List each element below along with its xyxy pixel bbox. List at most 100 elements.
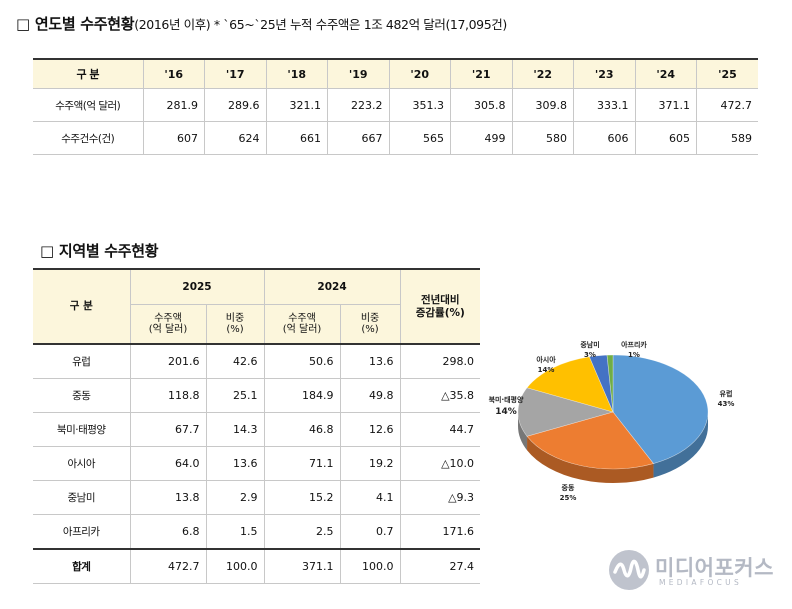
table-cell: 661 xyxy=(265,121,328,155)
table-row: 북미·태평양 67.7 14.3 46.8 12.6 44.7 xyxy=(33,412,481,447)
share-header-b: 비중 (%) xyxy=(339,304,401,345)
table-cell: 71.1 xyxy=(263,446,341,481)
region-label: 북미·태평양 xyxy=(33,412,131,447)
region-label: 중남미 xyxy=(33,480,131,515)
table-cell: 281.9 xyxy=(142,88,205,122)
pie-label-percent: 43% xyxy=(718,400,735,408)
change-header-line2: 증감률(%) xyxy=(415,306,465,319)
table-cell: 624 xyxy=(204,121,267,155)
pie-label-percent: 14% xyxy=(538,366,555,374)
table-cell: 472.7 xyxy=(696,88,758,122)
table-cell: 371.1 xyxy=(263,548,341,584)
table-cell: 667 xyxy=(327,121,390,155)
table-cell: 0.7 xyxy=(339,514,401,550)
table-row: 중동 118.8 25.1 184.9 49.8 △35.8 xyxy=(33,378,481,413)
table-cell: 64.0 xyxy=(129,446,207,481)
pie-label-name: 중동 xyxy=(562,484,575,492)
pie-label-percent: 1% xyxy=(628,351,640,359)
amount-header-b: 수주액 (억 달러) xyxy=(263,304,341,345)
region-label: 아시아 xyxy=(33,446,131,481)
total-label: 합계 xyxy=(33,548,131,584)
pie-label-percent: 3% xyxy=(584,351,596,359)
watermark-brand: 미디어포커스 xyxy=(655,556,774,580)
regional-header-row-2: 수주액 (억 달러) 비중 (%) 수주액 (억 달러) 비중 (%) xyxy=(33,304,480,345)
yearly-header-label: 구 분 xyxy=(33,58,144,89)
table-cell: 1.5 xyxy=(205,514,265,550)
share-header-line1: 비중 xyxy=(225,312,245,324)
table-cell: 100.0 xyxy=(339,548,401,584)
row-label: 수주건수(건) xyxy=(33,121,144,155)
region-label: 아프리카 xyxy=(33,514,131,550)
regional-header-year-a: 2025 xyxy=(129,268,265,305)
share-header-line2: (%) xyxy=(361,324,379,335)
table-cell: 171.6 xyxy=(399,514,481,550)
region-pie-chart: 유럽 43% 중동 25% 북미·태평양 14% 아시아 14% 중남미 3% 아프리카 1% xyxy=(489,340,735,502)
year-header: '22 xyxy=(511,58,574,89)
table-cell: 499 xyxy=(450,121,513,155)
table-cell: 19.2 xyxy=(339,446,401,481)
table-row: 중남미 13.8 2.9 15.2 4.1 △9.3 xyxy=(33,480,481,515)
change-header-line1: 전년대비 xyxy=(420,294,460,307)
regional-table: 구 분 2025 2024 전년대비 증감률(%) 수주액 (억 달러) 비중 … xyxy=(33,268,481,584)
regional-header-change: 전년대비 증감률(%) xyxy=(399,268,481,345)
table-cell: 42.6 xyxy=(205,343,265,379)
title-box-icon: □ xyxy=(16,15,30,33)
amount-header-a: 수주액 (억 달러) xyxy=(130,304,207,345)
table-cell: △35.8 xyxy=(399,378,481,413)
regional-header-row-1: 구 분 2025 2024 전년대비 증감률(%) xyxy=(33,268,481,345)
share-header-line2: (%) xyxy=(226,324,244,335)
year-header: '18 xyxy=(265,58,328,89)
table-cell: 67.7 xyxy=(129,412,207,447)
table-cell: 118.8 xyxy=(129,378,207,413)
table-cell: 565 xyxy=(388,121,451,155)
yearly-amount-row: 수주액(억 달러) 281.9 289.6 321.1 223.2 351.3 … xyxy=(33,88,758,122)
region-label: 중동 xyxy=(33,378,131,413)
pie-label-name: 유럽 xyxy=(720,389,733,398)
pie-slice-side xyxy=(653,412,708,478)
table-cell: 2.9 xyxy=(205,480,265,515)
table-cell: 44.7 xyxy=(399,412,481,447)
pie-slice-1 xyxy=(526,411,654,470)
pie-label-name: 북미·태평양 xyxy=(489,395,524,404)
table-cell: 333.1 xyxy=(573,88,636,122)
pie-label-name: 아프리카 xyxy=(621,340,647,349)
table-cell: 15.2 xyxy=(263,480,341,515)
pie-slice-3 xyxy=(526,356,614,413)
watermark-brand-en: MEDIAFOCUS xyxy=(659,578,743,587)
table-cell: 606 xyxy=(573,121,636,155)
year-header: '20 xyxy=(388,58,451,89)
table-cell: 14.3 xyxy=(205,412,265,447)
table-cell: 472.7 xyxy=(129,548,207,584)
regional-title-main: 지역별 수주현황 xyxy=(58,242,159,260)
table-cell: 309.8 xyxy=(511,88,574,122)
region-label: 유럽 xyxy=(33,343,131,379)
table-cell: 13.8 xyxy=(129,480,207,515)
yearly-title-main: 연도별 수주현황 xyxy=(34,15,135,33)
table-cell: 223.2 xyxy=(327,88,390,122)
table-cell: 46.8 xyxy=(263,412,341,447)
year-header: '24 xyxy=(634,58,697,89)
table-cell: 25.1 xyxy=(205,378,265,413)
table-cell: △9.3 xyxy=(399,480,481,515)
share-header-line1: 비중 xyxy=(360,312,380,324)
pie-label-name: 아시아 xyxy=(536,355,556,364)
yearly-title-sub: (2016년 이후) * `65~`25년 누적 수주액은 1조 482억 달러… xyxy=(134,17,507,32)
table-row: 유럽 201.6 42.6 50.6 13.6 298.0 xyxy=(33,343,481,379)
year-header: '17 xyxy=(204,58,267,89)
share-header-a: 비중 (%) xyxy=(205,304,265,345)
table-cell: 289.6 xyxy=(204,88,267,122)
table-cell: 4.1 xyxy=(339,480,401,515)
pie-label-percent: 14% xyxy=(495,407,517,417)
table-cell: 351.3 xyxy=(388,88,451,122)
row-label: 수주액(억 달러) xyxy=(33,88,144,122)
total-row: 합계 472.7 100.0 371.1 100.0 27.4 xyxy=(33,548,481,584)
table-cell: 201.6 xyxy=(129,343,207,379)
pie-slice-0 xyxy=(612,354,709,464)
pie-slice-2 xyxy=(517,387,615,437)
yearly-title: □ 연도별 수주현황(2016년 이후) * `65~`25년 누적 수주액은 … xyxy=(16,13,507,34)
table-cell: 13.6 xyxy=(339,343,401,379)
table-cell: 305.8 xyxy=(450,88,513,122)
table-row: 아시아 64.0 13.6 71.1 19.2 △10.0 xyxy=(33,446,481,481)
year-header: '19 xyxy=(327,58,390,89)
table-cell: 589 xyxy=(696,121,758,155)
